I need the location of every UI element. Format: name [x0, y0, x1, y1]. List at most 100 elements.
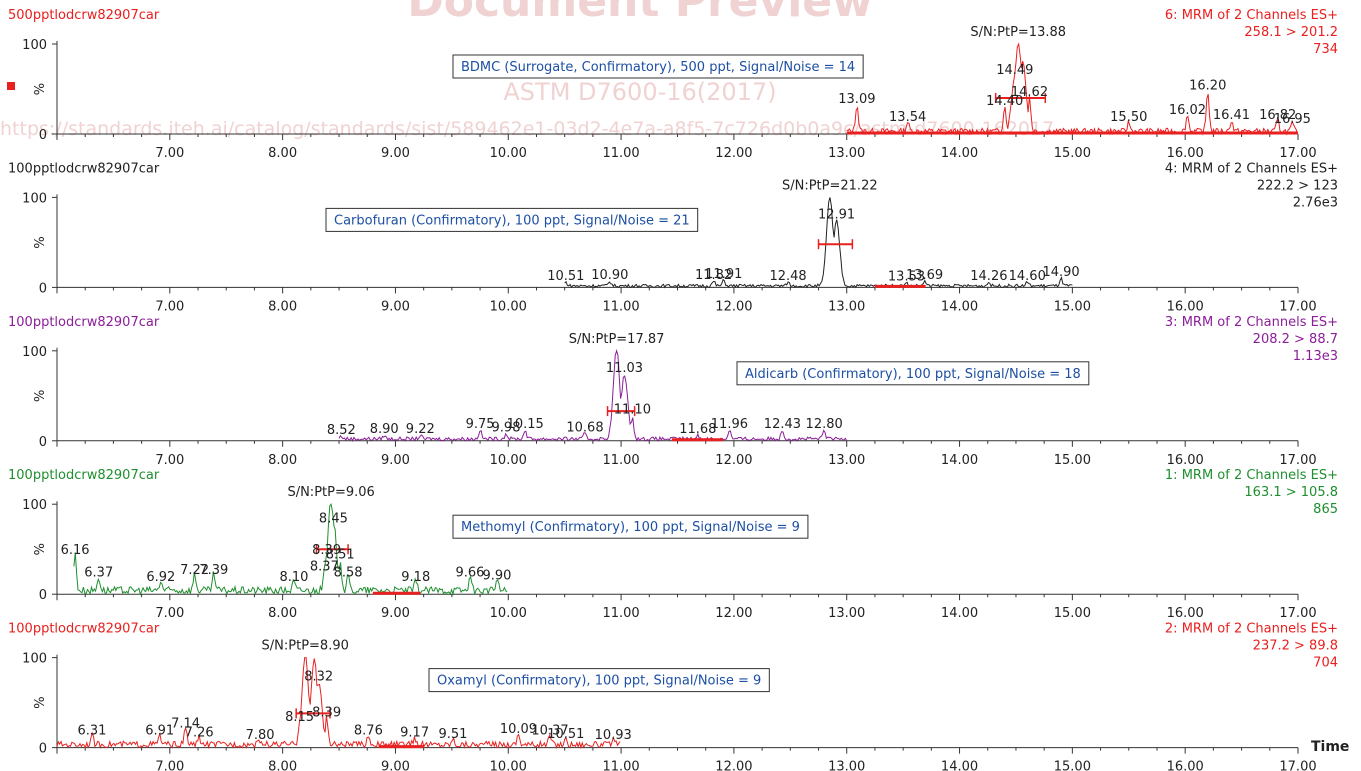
x-tick-label: 11.00: [602, 453, 639, 468]
x-tick-label: 7.00: [155, 453, 184, 468]
x-tick-label: 13.00: [828, 453, 865, 468]
y-tick-label: 0: [39, 281, 47, 296]
y-tick-label: 0: [39, 128, 47, 143]
x-tick-label: 12.00: [715, 606, 752, 621]
x-tick-label: 10.00: [490, 453, 527, 468]
x-tick-label: 14.00: [941, 453, 978, 468]
peak-label: 10.51: [547, 269, 584, 284]
intensity-label: 865: [1313, 502, 1338, 517]
peak-label: 8.58: [334, 566, 363, 581]
x-tick-label: 15.00: [1054, 453, 1091, 468]
sn-label: S/N:PtP=8.90: [262, 639, 349, 654]
x-tick-label: 13.00: [828, 146, 865, 161]
peak-label: 13.54: [889, 110, 926, 125]
x-tick-label: 7.00: [155, 760, 184, 771]
peak-label: 9.17: [400, 725, 429, 740]
x-axis-label: Time: [1311, 739, 1349, 755]
y-tick-label: 100: [22, 498, 47, 513]
transition-label: 237.2 > 89.8: [1253, 639, 1338, 654]
peak-label: 9.75: [466, 417, 495, 432]
x-tick-label: 10.00: [490, 606, 527, 621]
intensity-label: 704: [1313, 656, 1338, 671]
peak-label: 16.95: [1274, 112, 1311, 127]
peak-label: 8.45: [319, 512, 348, 527]
peak-label: 6.92: [146, 570, 175, 585]
x-tick-label: 7.00: [155, 606, 184, 621]
x-tick-label: 8.00: [268, 760, 297, 771]
y-tick-label: 0: [39, 588, 47, 603]
x-tick-label: 10.00: [490, 146, 527, 161]
peak-label: 9.51: [439, 727, 468, 742]
peak-label: 12.48: [769, 269, 806, 284]
x-tick-label: 16.00: [1167, 606, 1204, 621]
peak-label: 13.69: [906, 268, 943, 283]
x-tick-label: 10.00: [490, 299, 527, 314]
peak-label: 10.68: [566, 420, 603, 435]
y-axis-label: %: [33, 236, 48, 248]
peak-label: 14.60: [1009, 269, 1046, 284]
peak-label: 8.51: [326, 548, 355, 563]
sample-name: 500pptlodcrw82907car: [8, 8, 160, 23]
transition-label: 258.1 > 201.2: [1244, 25, 1338, 40]
y-tick-label: 0: [39, 742, 47, 757]
x-tick-label: 11.00: [602, 606, 639, 621]
x-tick-label: 15.00: [1054, 606, 1091, 621]
peak-label: 16.41: [1213, 108, 1250, 123]
sample-name: 100pptlodcrw82907car: [8, 315, 160, 330]
channel-marker: [7, 82, 15, 90]
peak-label: 9.18: [401, 570, 430, 585]
panel-3: 100pptlodcrw82907car 3: MRM of 2 Channels…: [8, 315, 1338, 468]
x-tick-label: 12.00: [715, 453, 752, 468]
y-tick-label: 100: [22, 38, 47, 53]
transition-label: 208.2 > 88.7: [1253, 332, 1338, 347]
peak-label: 16.02: [1169, 103, 1206, 118]
x-tick-label: 13.00: [828, 299, 865, 314]
x-tick-label: 15.00: [1054, 299, 1091, 314]
peak-label: 8.32: [304, 670, 333, 685]
peak-label: 8.15: [285, 710, 314, 725]
y-tick-label: 100: [22, 652, 47, 667]
annotation-text: Carbofuran (Confirmatory), 100 ppt, Sign…: [334, 213, 690, 228]
y-tick-label: 100: [22, 345, 47, 360]
peak-label: 14.49: [996, 63, 1033, 78]
x-tick-label: 10.00: [490, 760, 527, 771]
peak-label: 10.51: [547, 727, 584, 742]
y-axis-label: %: [33, 390, 48, 402]
y-axis-label: %: [33, 83, 48, 95]
x-tick-label: 14.00: [941, 299, 978, 314]
transition-label: 163.1 > 105.8: [1244, 485, 1338, 500]
intensity-label: 2.76e3: [1293, 195, 1338, 210]
annotation-text: Aldicarb (Confirmatory), 100 ppt, Signal…: [745, 367, 1081, 382]
y-tick-label: 100: [22, 191, 47, 206]
peak-label: 10.93: [595, 728, 632, 743]
peak-label: 12.80: [806, 417, 843, 432]
sn-label: S/N:PtP=13.88: [970, 25, 1066, 40]
intensity-label: 734: [1313, 42, 1338, 57]
x-tick-label: 11.00: [602, 299, 639, 314]
peak-label: 10.90: [591, 268, 628, 283]
x-tick-label: 13.00: [828, 760, 865, 771]
peak-label: 7.80: [246, 728, 275, 743]
peak-label: 11.96: [711, 417, 748, 432]
peak-label: 6.16: [61, 543, 90, 558]
x-tick-label: 9.00: [381, 299, 410, 314]
panel-5: 100pptlodcrw82907car 2: MRM of 2 Channels…: [8, 622, 1338, 771]
peak-label: 7.39: [199, 563, 228, 578]
sn-label: S/N:PtP=17.87: [569, 332, 665, 347]
peak-label: 8.90: [370, 422, 399, 437]
annotation-text: BDMC (Surrogate, Confirmatory), 500 ppt,…: [461, 60, 855, 75]
y-tick-label: 0: [39, 435, 47, 450]
x-tick-label: 14.00: [941, 606, 978, 621]
sn-label: S/N:PtP=9.06: [287, 485, 374, 500]
x-tick-label: 17.00: [1279, 760, 1316, 771]
x-tick-label: 9.00: [381, 606, 410, 621]
x-tick-label: 8.00: [268, 453, 297, 468]
sample-name: 100pptlodcrw82907car: [8, 468, 160, 483]
peak-label: 12.91: [818, 208, 855, 223]
peak-label: 8.39: [312, 706, 341, 721]
peak-label: 9.66: [455, 566, 484, 581]
channel-label: 3: MRM of 2 Channels ES+: [1165, 315, 1338, 330]
peak-label: 13.09: [838, 92, 875, 107]
peak-label: 11.10: [614, 402, 651, 417]
